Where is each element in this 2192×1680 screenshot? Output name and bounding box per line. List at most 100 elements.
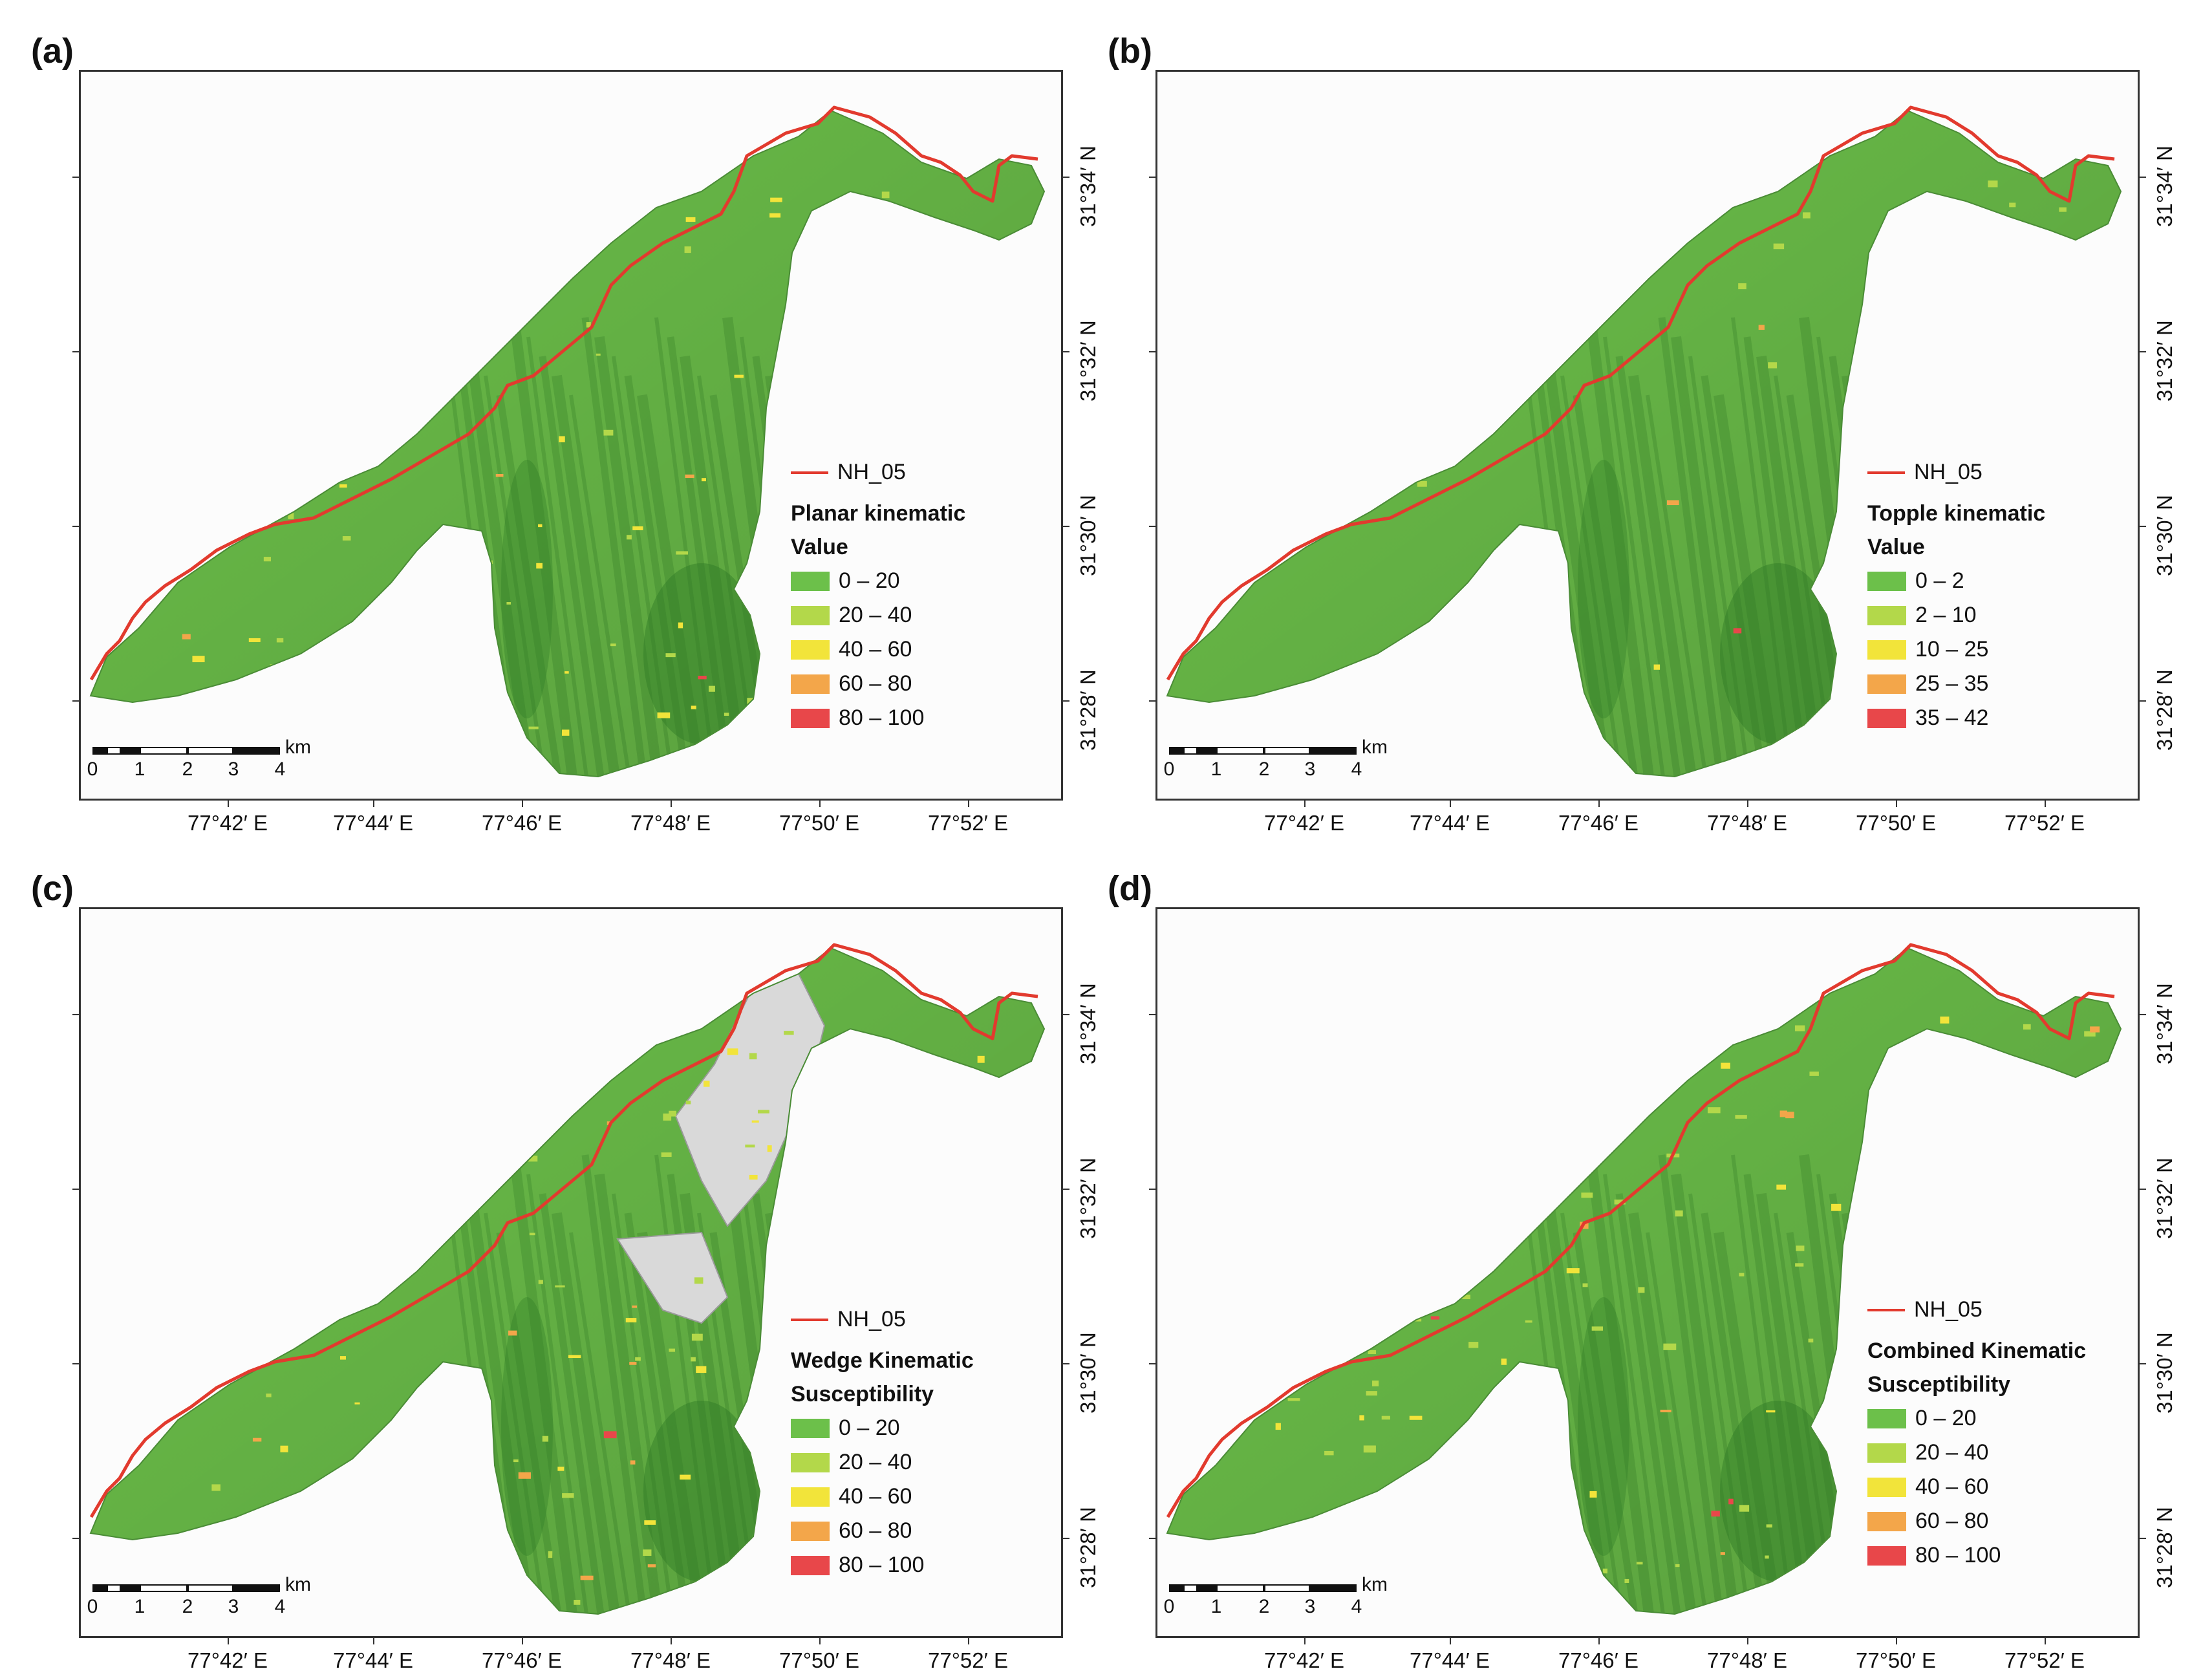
lon-tick bbox=[1747, 801, 1748, 807]
longitude-label: 77°50′ E bbox=[1856, 1648, 1936, 1672]
susceptibility-patch bbox=[657, 712, 671, 718]
susceptibility-patch bbox=[467, 1017, 477, 1024]
susceptibility-patch bbox=[586, 322, 591, 328]
lat-tick bbox=[1063, 1189, 1069, 1190]
susceptibility-patch bbox=[510, 1158, 520, 1164]
legend-class-label: 25 – 35 bbox=[1915, 671, 1989, 696]
susceptibility-patch bbox=[1684, 1017, 1692, 1025]
susceptibility-patch bbox=[878, 1150, 885, 1154]
susceptibility-patch bbox=[1785, 1112, 1794, 1119]
susceptibility-patch bbox=[1466, 1154, 1477, 1159]
susceptibility-patch bbox=[991, 363, 997, 367]
susceptibility-patch bbox=[882, 301, 894, 308]
scale-tick-label: 1 bbox=[134, 1596, 145, 1617]
susceptibility-patch bbox=[1758, 325, 1765, 330]
susceptibility-patch bbox=[984, 374, 996, 381]
lon-tick bbox=[2045, 801, 2046, 807]
susceptibility-patch bbox=[1653, 664, 1660, 670]
susceptibility-patch bbox=[1808, 1339, 1814, 1342]
susceptibility-patch bbox=[1456, 1009, 1461, 1017]
legend-class-item: 0 – 2 bbox=[1867, 564, 2045, 598]
susceptibility-patch bbox=[691, 705, 696, 709]
susceptibility-patch bbox=[1738, 283, 1746, 290]
legend-class-item: 10 – 25 bbox=[1867, 632, 2045, 667]
lat-tick-left bbox=[72, 351, 79, 352]
map-legend: NH_05 Topple kinematic Value 0 – 2 2 – 10 10 … bbox=[1867, 460, 2045, 735]
susceptibility-patch bbox=[492, 1547, 505, 1553]
susceptibility-patch bbox=[1490, 1602, 1496, 1609]
longitude-label: 77°50′ E bbox=[779, 1648, 859, 1672]
scale-tick-label: 4 bbox=[1351, 759, 1362, 780]
susceptibility-patch bbox=[1779, 1110, 1787, 1117]
susceptibility-patch bbox=[696, 1366, 707, 1373]
legend-swatch bbox=[791, 1521, 830, 1541]
susceptibility-patch bbox=[1417, 480, 1427, 487]
lat-tick-left bbox=[72, 700, 79, 702]
susceptibility-patch bbox=[802, 336, 811, 339]
susceptibility-patch bbox=[1416, 1020, 1421, 1024]
legend-swatch bbox=[791, 1452, 830, 1472]
legend-class-label: 40 – 60 bbox=[1915, 1474, 1989, 1499]
latitude-label: 31°32′ N bbox=[2153, 1158, 2176, 1239]
susceptibility-patch bbox=[619, 199, 629, 204]
lat-tick-left bbox=[1149, 1189, 1155, 1190]
susceptibility-patch bbox=[749, 1053, 757, 1060]
map-canvas bbox=[1166, 943, 2122, 1615]
longitude-label: 77°46′ E bbox=[482, 811, 562, 835]
susceptibility-patch bbox=[439, 733, 449, 738]
legend-swatch bbox=[1867, 1511, 1906, 1531]
panel-label: (d) bbox=[1108, 869, 1152, 908]
susceptibility-patch bbox=[766, 1518, 778, 1524]
susceptibility-patch bbox=[1831, 1203, 1842, 1211]
susceptibility-patch bbox=[417, 1125, 422, 1130]
susceptibility-patch bbox=[1939, 1273, 1948, 1280]
susceptibility-patch bbox=[684, 246, 691, 253]
susceptibility-patch bbox=[438, 271, 449, 277]
longitude-label: 77°42′ E bbox=[188, 1648, 268, 1672]
susceptibility-patch bbox=[1294, 1144, 1300, 1147]
lon-tick bbox=[228, 1638, 229, 1644]
susceptibility-patch bbox=[1421, 1516, 1426, 1522]
susceptibility-patch bbox=[1768, 362, 1778, 369]
lon-tick bbox=[1896, 1638, 1897, 1644]
susceptibility-patch bbox=[749, 1174, 758, 1180]
longitude-label: 77°48′ E bbox=[1707, 1648, 1787, 1672]
susceptibility-patch bbox=[1750, 1016, 1759, 1023]
longitude-label: 77°42′ E bbox=[1264, 811, 1344, 835]
susceptibility-patch bbox=[1795, 1263, 1804, 1267]
lat-tick-left bbox=[1149, 1014, 1155, 1015]
susceptibility-patch bbox=[961, 275, 971, 282]
susceptibility-patch bbox=[767, 1145, 772, 1152]
susceptibility-patch bbox=[625, 1318, 637, 1322]
road-label: NH_05 bbox=[837, 460, 906, 484]
scale-tick-label: 3 bbox=[1304, 759, 1316, 780]
lon-tick bbox=[373, 1638, 374, 1644]
map-panel-b: (b) NH_05 Topple kinematic Value 0 – 2 2 – 10… bbox=[1077, 0, 2192, 837]
susceptibility-patch bbox=[231, 177, 242, 184]
lon-tick bbox=[671, 1638, 672, 1644]
susceptibility-patch bbox=[472, 614, 478, 619]
scale-unit-label: km bbox=[1362, 737, 1388, 758]
susceptibility-patch bbox=[1372, 1380, 1379, 1386]
latitude-label: 31°32′ N bbox=[2153, 320, 2176, 402]
susceptibility-patch bbox=[1851, 362, 1864, 369]
susceptibility-patch bbox=[758, 1110, 769, 1114]
legend-class-label: 0 – 20 bbox=[839, 568, 900, 593]
scale-tick-label: 4 bbox=[274, 759, 286, 780]
legend-swatch bbox=[1867, 605, 1906, 625]
susceptibility-patch bbox=[1338, 1263, 1351, 1270]
scale-segment bbox=[1264, 1584, 1310, 1592]
scale-tick-label: 0 bbox=[87, 759, 98, 780]
scale-segment bbox=[1198, 1584, 1216, 1592]
legend-swatch bbox=[1867, 571, 1906, 591]
lat-tick-left bbox=[72, 526, 79, 527]
susceptibility-patch bbox=[2005, 1174, 2017, 1178]
road-line-swatch bbox=[791, 1318, 828, 1321]
scale-unit-label: km bbox=[285, 737, 311, 758]
legend-road-item: NH_05 bbox=[791, 1307, 974, 1332]
susceptibility-patch bbox=[1011, 767, 1016, 773]
susceptibility-patch bbox=[1293, 1531, 1304, 1538]
legend-swatch bbox=[1867, 1408, 1906, 1428]
lat-tick bbox=[1063, 1014, 1069, 1015]
susceptibility-patch bbox=[1468, 1342, 1479, 1348]
